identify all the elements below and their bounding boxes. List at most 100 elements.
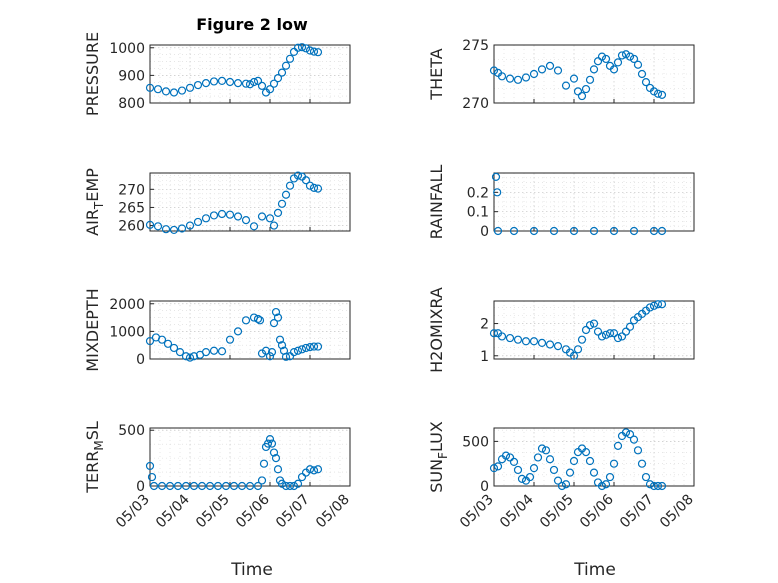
ytick-label: 500 bbox=[118, 423, 145, 439]
data-point bbox=[585, 75, 595, 84]
data-point bbox=[281, 481, 291, 491]
data-point bbox=[255, 316, 265, 325]
data-point bbox=[597, 332, 607, 341]
data-point bbox=[581, 84, 591, 94]
data-point bbox=[609, 226, 619, 236]
data-point bbox=[491, 172, 501, 181]
data-point bbox=[593, 327, 603, 336]
data-point bbox=[181, 352, 191, 361]
data-point bbox=[275, 335, 285, 344]
ytick-label: 0 bbox=[480, 224, 489, 240]
ytick-label: 900 bbox=[118, 68, 145, 84]
data-point bbox=[585, 456, 595, 466]
data-point bbox=[265, 85, 275, 94]
data-point bbox=[601, 480, 611, 489]
data-point bbox=[293, 43, 303, 52]
data-point bbox=[233, 327, 243, 336]
data-point bbox=[561, 81, 571, 90]
data-point bbox=[657, 300, 667, 309]
data-point bbox=[609, 459, 619, 468]
data-point bbox=[309, 342, 319, 351]
data-point bbox=[569, 456, 579, 466]
x-axis-label-left: Time bbox=[230, 560, 273, 580]
data-point bbox=[263, 439, 273, 448]
data-point bbox=[189, 352, 199, 361]
ytick-label: 270 bbox=[118, 182, 145, 198]
data-point bbox=[177, 86, 187, 95]
ytick-label: 260 bbox=[118, 219, 145, 235]
data-point bbox=[169, 343, 179, 353]
data-point bbox=[633, 446, 643, 455]
data-point bbox=[305, 465, 315, 474]
data-point bbox=[273, 74, 283, 83]
subplot-3: 260 265 270 AIRTEMP bbox=[83, 168, 351, 236]
data-point bbox=[489, 66, 499, 75]
xtick-label: 05/03 bbox=[457, 492, 497, 532]
data-point bbox=[593, 57, 603, 66]
data-point bbox=[489, 329, 499, 338]
data-point bbox=[273, 313, 283, 322]
data-point bbox=[245, 481, 255, 491]
data-point bbox=[609, 65, 619, 74]
data-point bbox=[145, 83, 155, 92]
data-point bbox=[501, 451, 511, 460]
xtick-label: 05/07 bbox=[617, 492, 657, 532]
data-point bbox=[285, 181, 295, 190]
subplot-4: 0 0.1 0.2 RAINFALL bbox=[427, 165, 695, 240]
data-point bbox=[185, 221, 195, 230]
data-point bbox=[241, 316, 251, 325]
data-point bbox=[493, 188, 502, 197]
data-point bbox=[253, 481, 263, 491]
data-point bbox=[653, 300, 663, 309]
y-axis-label: RAINFALL bbox=[427, 165, 446, 240]
data-point bbox=[589, 65, 599, 74]
data-point bbox=[493, 226, 503, 236]
data-point bbox=[209, 77, 219, 86]
data-point bbox=[657, 226, 667, 236]
data-point bbox=[601, 330, 611, 339]
data-point bbox=[253, 76, 263, 86]
data-point bbox=[145, 461, 155, 471]
data-point bbox=[301, 176, 311, 185]
data-point bbox=[165, 481, 175, 491]
data-point bbox=[521, 337, 531, 346]
data-point bbox=[577, 335, 587, 344]
data-point bbox=[625, 52, 635, 61]
data-point bbox=[267, 439, 277, 448]
data-point bbox=[253, 314, 263, 324]
ytick-label: 270 bbox=[462, 96, 489, 112]
y-axis-label: PRESSURE bbox=[83, 32, 102, 116]
data-point bbox=[313, 184, 323, 193]
data-point bbox=[641, 78, 651, 87]
data-point bbox=[513, 75, 523, 84]
data-point bbox=[505, 74, 515, 83]
data-point bbox=[197, 481, 207, 491]
data-point bbox=[613, 58, 623, 67]
data-point bbox=[193, 80, 203, 90]
ytick-label: 0.1 bbox=[467, 205, 489, 221]
data-point bbox=[549, 226, 559, 236]
data-point bbox=[617, 332, 627, 341]
data-point bbox=[653, 481, 663, 491]
data-point bbox=[189, 481, 199, 491]
data-point bbox=[225, 210, 235, 219]
data-point bbox=[265, 214, 275, 223]
data-point bbox=[497, 72, 507, 81]
axes-border bbox=[149, 300, 351, 360]
data-point bbox=[181, 481, 191, 491]
data-point bbox=[513, 335, 523, 344]
data-point bbox=[621, 428, 631, 437]
data-point bbox=[601, 54, 611, 64]
data-point bbox=[305, 46, 315, 55]
data-point bbox=[645, 303, 655, 312]
data-point bbox=[613, 441, 623, 450]
xtick-label: 05/03 bbox=[113, 492, 153, 532]
data-point bbox=[241, 216, 251, 225]
data-point bbox=[649, 226, 659, 236]
ytick-label: 0 bbox=[480, 479, 489, 495]
data-point bbox=[545, 61, 555, 70]
data-point bbox=[597, 52, 607, 61]
data-point bbox=[301, 44, 311, 53]
data-point bbox=[309, 183, 319, 192]
